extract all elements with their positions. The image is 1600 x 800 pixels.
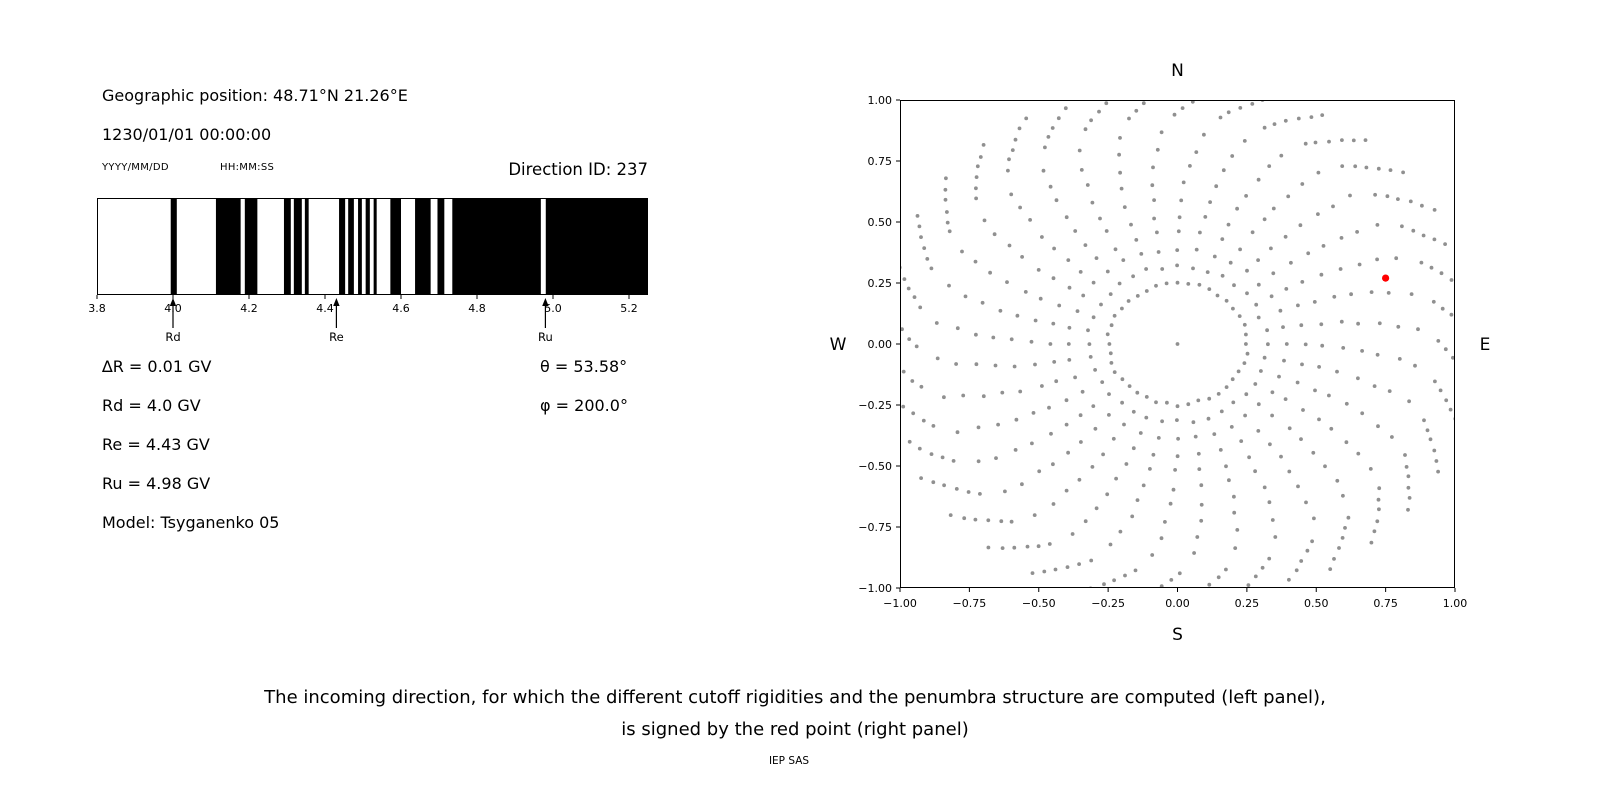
forbidden-band xyxy=(304,198,309,295)
forbidden-band xyxy=(339,198,346,295)
marker-arrowhead xyxy=(542,298,549,306)
svg-text:0.75: 0.75 xyxy=(1373,597,1398,610)
rd-value: Rd = 4.0 GV xyxy=(102,396,201,415)
compass-east: E xyxy=(1480,335,1491,355)
svg-text:0.00: 0.00 xyxy=(1165,597,1190,610)
svg-text:0.50: 0.50 xyxy=(1304,597,1329,610)
dirmap-axes-box xyxy=(900,100,1455,588)
compass-south: S xyxy=(1172,625,1183,645)
forbidden-band xyxy=(415,198,431,295)
rigidity-markers: Rd Re Ru xyxy=(165,298,553,344)
forbidden-band xyxy=(244,198,258,295)
svg-text:−1.00: −1.00 xyxy=(883,597,917,610)
svg-text:0.25: 0.25 xyxy=(1235,597,1260,610)
forbidden-band xyxy=(390,198,401,295)
svg-text:−0.50: −0.50 xyxy=(858,460,892,473)
date-format-label: YYYY/MM/DD xyxy=(102,162,169,173)
marker-arrowhead xyxy=(333,298,340,306)
forbidden-band xyxy=(452,198,541,295)
penumbra-bands xyxy=(170,198,648,295)
svg-text:−1.00: −1.00 xyxy=(858,582,892,595)
svg-text:−0.75: −0.75 xyxy=(858,521,892,534)
dirmap-y-ticks: 1.00 0.75 0.50 0.25 0.00 −0.25 −0.50 −0.75 −1.00 xyxy=(858,94,900,595)
caption-line-2: is signed by the red point (right panel) xyxy=(621,719,969,740)
forbidden-band xyxy=(437,198,445,295)
svg-text:0.50: 0.50 xyxy=(868,216,893,229)
dirmap-x-ticks: −1.00 −0.75 −0.50 −0.25 0.00 0.25 0.50 0.75 1.00 xyxy=(883,588,1467,610)
marker-arrowhead xyxy=(169,298,177,306)
credit-label: IEP SAS xyxy=(768,755,810,767)
direction-id: Direction ID: 237 xyxy=(508,160,648,179)
svg-text:5.2: 5.2 xyxy=(620,302,638,315)
svg-text:0.75: 0.75 xyxy=(868,155,893,168)
svg-text:−0.25: −0.25 xyxy=(858,399,892,412)
forbidden-band xyxy=(373,198,377,295)
svg-text:−0.25: −0.25 xyxy=(1091,597,1125,610)
svg-text:1.00: 1.00 xyxy=(1443,597,1468,610)
re-value: Re = 4.43 GV xyxy=(102,435,210,454)
datetime-value: 1230/01/01 00:00:00 xyxy=(102,125,272,144)
forbidden-band xyxy=(365,198,370,295)
forbidden-band xyxy=(348,198,354,295)
svg-text:5.0: 5.0 xyxy=(544,302,562,315)
forbidden-band xyxy=(293,198,302,295)
marker-label: Rd xyxy=(165,330,180,344)
svg-text:4.6: 4.6 xyxy=(392,302,410,315)
direction-map-plot: −1.00 −0.75 −0.50 −0.25 0.00 0.25 0.50 0.75 1.00… xyxy=(830,61,1491,645)
penumbra-x-ticks: 3.8 4.0 4.2 4.4 4.6 4.8 5.0 5.2 xyxy=(88,295,638,315)
forbidden-band xyxy=(170,198,177,295)
svg-text:−0.50: −0.50 xyxy=(1022,597,1056,610)
marker-label: Re xyxy=(329,330,344,344)
caption-line-1: The incoming direction, for which the di… xyxy=(264,687,1326,708)
delta-r-value: ∆R = 0.01 GV xyxy=(102,357,212,376)
svg-text:1.00: 1.00 xyxy=(868,94,893,107)
model-value: Model: Tsyganenko 05 xyxy=(102,513,280,532)
svg-text:4.2: 4.2 xyxy=(240,302,258,315)
ru-value: Ru = 4.98 GV xyxy=(102,474,211,493)
theta-value: θ = 53.58° xyxy=(540,357,628,376)
svg-text:4.8: 4.8 xyxy=(468,302,486,315)
forbidden-band xyxy=(545,198,648,295)
svg-text:0.25: 0.25 xyxy=(868,277,893,290)
forbidden-band xyxy=(215,198,241,295)
svg-text:4.4: 4.4 xyxy=(316,302,334,315)
penumbra-axes-box xyxy=(97,198,648,295)
direction-dots xyxy=(900,100,1455,588)
compass-north: N xyxy=(1171,61,1184,81)
penumbra-plot: 3.8 4.0 4.2 4.4 4.6 4.8 5.0 5.2Rd Re Ru xyxy=(88,198,648,344)
svg-text:0.00: 0.00 xyxy=(868,338,893,351)
phi-value: φ = 200.0° xyxy=(540,396,628,415)
forbidden-band xyxy=(283,198,291,295)
compass-west: W xyxy=(830,335,847,355)
svg-text:−0.75: −0.75 xyxy=(953,597,987,610)
marker-label: Ru xyxy=(538,330,553,344)
forbidden-band xyxy=(358,198,362,295)
svg-text:3.8: 3.8 xyxy=(88,302,106,315)
time-format-label: HH:MM:SS xyxy=(220,162,275,173)
geographic-position: Geographic position: 48.71°N 21.26°E xyxy=(102,86,408,105)
red-point xyxy=(1382,274,1390,282)
